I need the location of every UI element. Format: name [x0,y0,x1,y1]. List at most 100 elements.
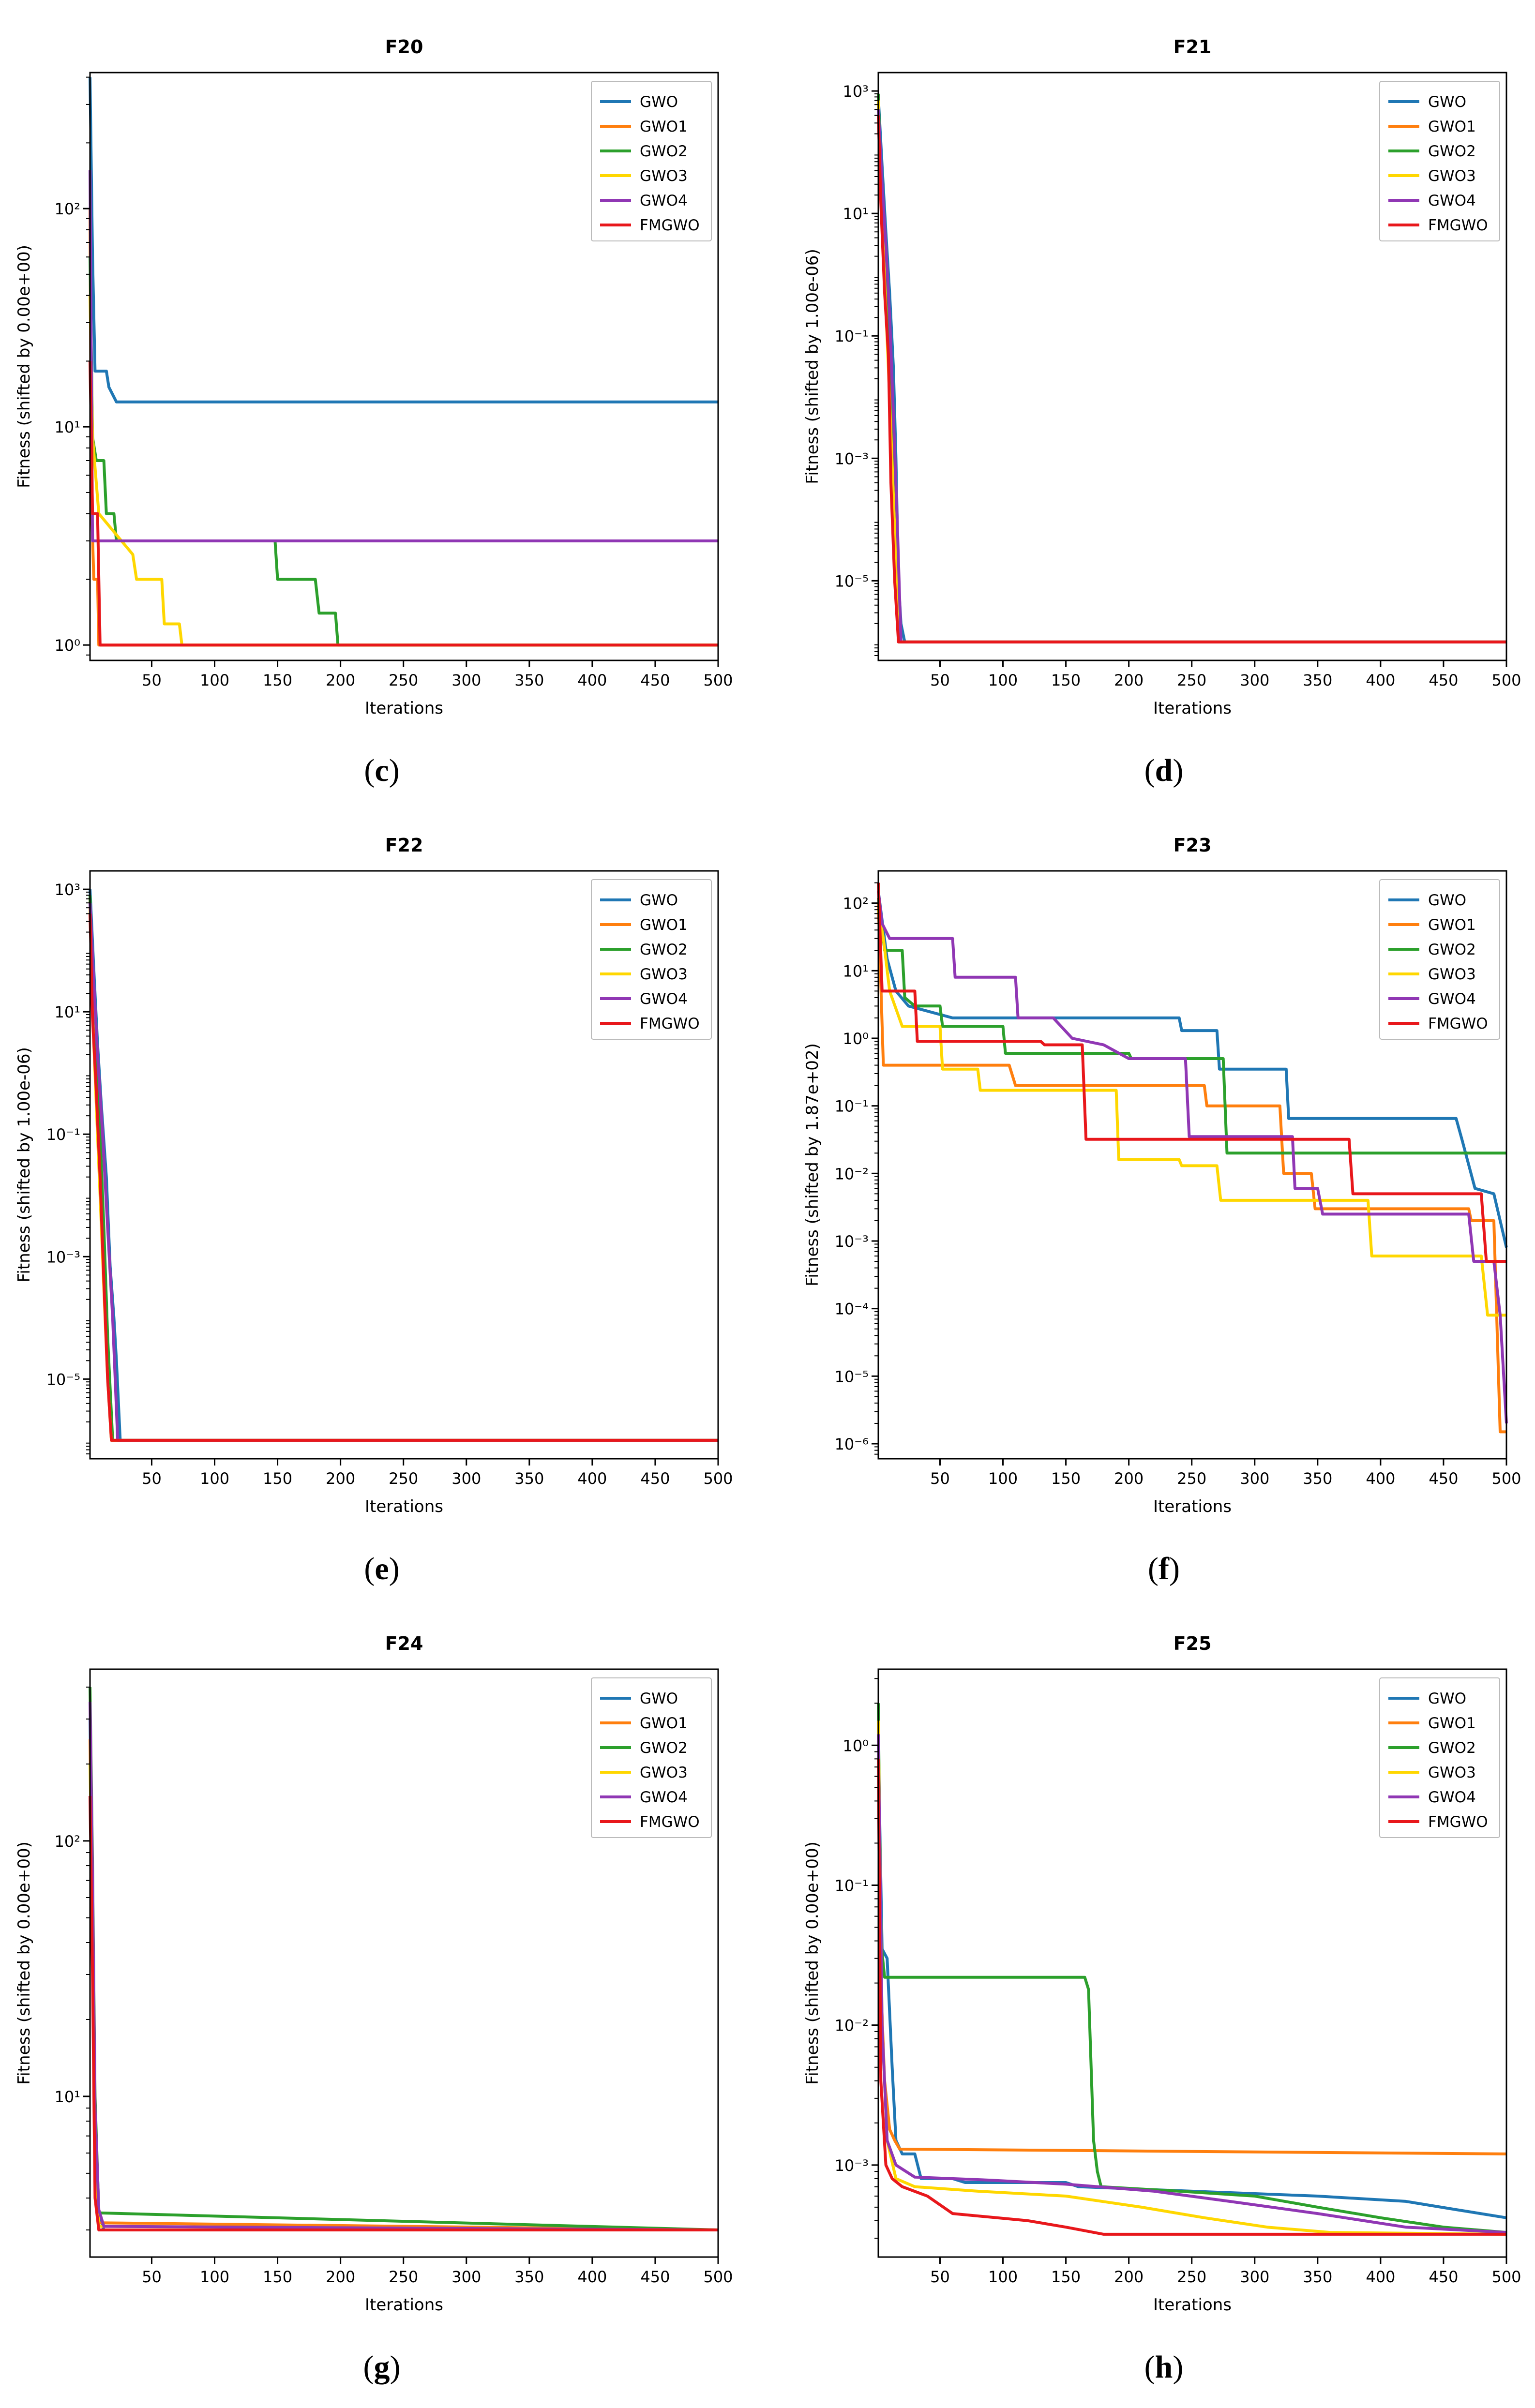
y-tick-label: 10³ [843,82,869,101]
series-line-gwo2 [877,897,1506,1155]
series-line-gwo3 [877,909,1506,1317]
chart-title: F20 [385,36,423,58]
x-tick-label: 50 [930,1469,950,1488]
y-tick-label: 10⁻⁶ [835,1435,869,1453]
x-tick-label: 50 [930,2268,950,2286]
x-tick-label: 500 [1491,1469,1521,1488]
legend-label-fmgwo: FMGWO [1428,1015,1488,1032]
caption-h: (h) [1144,2349,1184,2385]
legend-label-gwo3: GWO3 [1428,1764,1476,1781]
x-tick-label: 500 [703,1469,733,1488]
legend-label-gwo3: GWO3 [640,1764,688,1781]
x-tick-label: 250 [1177,671,1206,689]
y-axis-label: Fitness (shifted by 1.00e-06) [15,1047,34,1282]
x-tick-label: 400 [1366,2268,1395,2286]
x-tick-label: 200 [326,1469,355,1488]
x-tick-label: 500 [1491,671,1521,689]
series-line-gwo [877,891,1508,1248]
x-tick-label: 350 [514,1469,544,1488]
y-tick-label: 10⁰ [843,1030,869,1048]
legend-label-fmgwo: FMGWO [640,1813,700,1831]
series-line-gwo1 [877,903,1506,1434]
series-line-gwo [89,77,718,404]
chart-f25: F25 50 100 150 200 250 300 350 400 450 500 Iteratio… [803,1633,1521,2315]
x-tick-label: 350 [1303,671,1332,689]
y-axis-label: Fitness (shifted by 0.00e+00) [803,1841,822,2085]
series-line-gwo1 [89,209,718,647]
series-line-gwo4 [877,891,1508,1424]
x-tick-label: 300 [1240,1469,1269,1488]
x-tick-label: 100 [988,671,1018,689]
legend-label-gwo1: GWO1 [640,916,688,934]
legend-label-gwo: GWO [640,892,678,909]
x-tick-label: 300 [451,1469,481,1488]
series-line-fmgwo [89,1795,718,2231]
x-tick-label: 450 [640,2268,670,2286]
series-line-gwo2 [877,1703,1507,2234]
y-axis-label: Fitness (shifted by 0.00e+00) [15,245,34,488]
x-tick-label: 100 [988,1469,1018,1488]
y-tick-label: 10² [54,1832,80,1851]
y-tick-label: 10⁻⁴ [835,1300,869,1318]
y-tick-label: 10⁻³ [835,1232,869,1251]
x-tick-label: 250 [1177,2268,1206,2286]
y-tick-label: 10¹ [843,205,869,223]
legend-label-gwo1: GWO1 [1428,916,1476,934]
x-tick-label: 300 [1240,2268,1269,2286]
y-tick-label: 10⁻¹ [835,1877,869,1895]
caption-e: (e) [364,1551,400,1586]
y-tick-label: 10⁻⁵ [46,1370,80,1389]
x-axis-label: Iterations [1153,699,1232,718]
legend-label-gwo2: GWO2 [640,1739,688,1757]
x-tick-label: 500 [703,2268,733,2286]
legend-label-fmgwo: FMGWO [1428,1813,1488,1831]
legend-label-gwo: GWO [640,93,678,111]
x-tick-label: 350 [514,671,544,689]
y-tick-label: 10⁰ [54,636,80,655]
x-tick-label: 350 [514,2268,544,2286]
x-axis-label: Iterations [1153,1497,1232,1516]
legend-label-gwo4: GWO4 [1428,990,1476,1008]
x-tick-label: 50 [930,671,950,689]
chart-title: F24 [385,1633,423,1654]
chart-title: F25 [1174,1633,1212,1654]
legend-label-fmgwo: FMGWO [1428,217,1488,234]
y-tick-label: 10⁻³ [46,1248,80,1266]
chart-title: F22 [385,835,423,856]
x-tick-label: 200 [326,671,355,689]
chart-f20: F20 50 100 150 200 250 300 350 400 450 500 Iteratio… [15,36,733,718]
legend-label-gwo4: GWO4 [1428,192,1476,209]
x-tick-label: 200 [1114,1469,1144,1488]
y-tick-label: 10¹ [54,2088,80,2106]
legend-label-gwo1: GWO1 [1428,118,1476,135]
x-tick-label: 150 [1051,671,1081,689]
y-tick-label: 10² [843,895,869,913]
chart-f24: F24 50 100 150 200 250 300 350 400 450 500 Iteratio… [15,1633,733,2315]
legend-label-gwo4: GWO4 [640,990,688,1008]
caption-c: (c) [364,753,400,788]
x-tick-label: 150 [263,1469,292,1488]
x-tick-label: 400 [1366,1469,1395,1488]
x-tick-label: 450 [640,671,670,689]
legend-label-gwo3: GWO3 [1428,966,1476,983]
y-tick-label: 10⁻¹ [46,1125,80,1144]
x-axis-label: Iterations [365,2295,443,2315]
x-tick-label: 400 [577,671,607,689]
x-tick-label: 200 [326,2268,355,2286]
x-tick-label: 100 [200,2268,229,2286]
y-tick-label: 10⁻² [835,2017,869,2035]
y-tick-label: 10¹ [54,418,80,436]
y-axis-label: Fitness (shifted by 1.87e+02) [803,1043,822,1286]
series-line-fmgwo [89,361,718,647]
legend-label-gwo3: GWO3 [1428,167,1476,185]
x-axis-label: Iterations [1153,2295,1232,2315]
y-tick-label: 10³ [54,881,80,899]
caption-f: (f) [1148,1551,1180,1586]
legend: GWO GWO1 GWO2 GWO3 GWO4 FMGWO [591,1677,712,1838]
x-tick-label: 100 [988,2268,1018,2286]
y-tick-label: 10⁻² [835,1165,869,1183]
series-line-gwo2 [89,257,718,647]
chart-title: F21 [1174,36,1212,58]
x-tick-label: 50 [142,671,162,689]
